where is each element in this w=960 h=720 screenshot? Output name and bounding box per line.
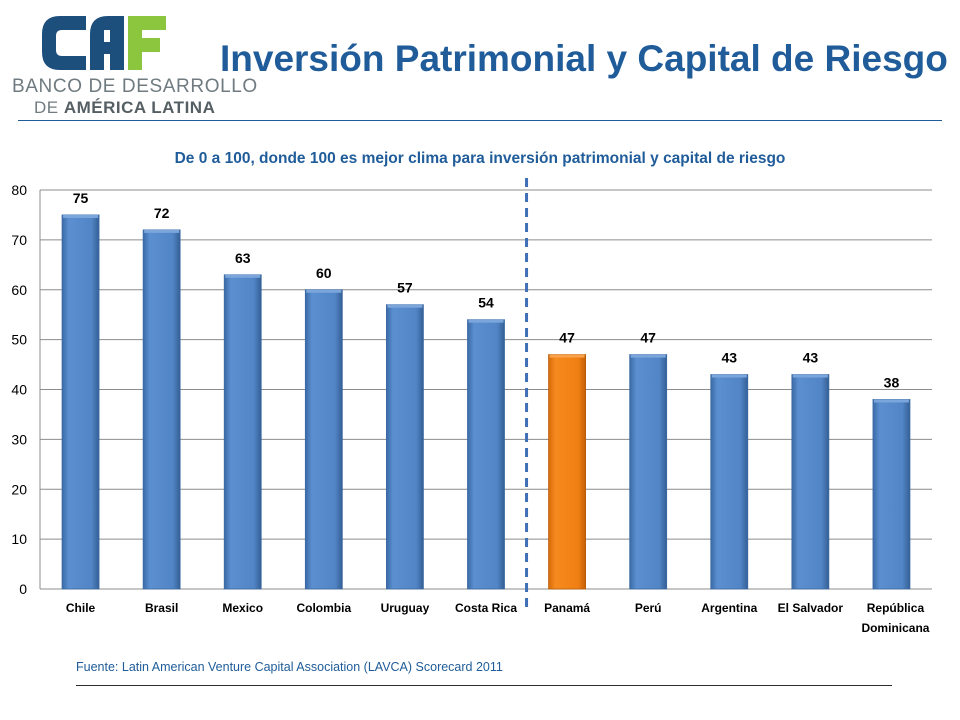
- bar-top-highlight: [468, 319, 504, 323]
- data-label: 38: [884, 374, 900, 390]
- x-tick-label: Colombia: [296, 601, 351, 615]
- data-label: 43: [803, 350, 819, 366]
- data-label: 75: [73, 190, 89, 206]
- data-label: 57: [397, 280, 413, 296]
- caf-logo: BANCO DE DESARROLLO DE AMÉRICA LATINA: [8, 8, 257, 117]
- bar: [791, 374, 830, 590]
- bar: [710, 374, 749, 590]
- bar: [872, 399, 911, 590]
- x-tick-label: Brasil: [145, 601, 178, 615]
- bar: [548, 354, 586, 590]
- bar: [61, 214, 100, 590]
- x-tick-label: República: [867, 601, 925, 615]
- data-label: 60: [316, 265, 332, 281]
- data-label: 63: [235, 250, 251, 266]
- logo-tagline-line2: DE AMÉRICA LATINA: [34, 98, 224, 118]
- data-label: 72: [154, 205, 170, 221]
- y-tick-label: 80: [11, 182, 27, 198]
- bar: [629, 354, 668, 590]
- bar-top-highlight: [873, 399, 909, 403]
- data-label: 47: [640, 330, 656, 346]
- bar: [386, 304, 424, 590]
- y-tick-label: 10: [11, 531, 27, 547]
- bar-top-highlight: [387, 304, 423, 308]
- y-tick-label: 70: [11, 232, 27, 248]
- bar: [142, 229, 181, 590]
- bar-top-highlight: [792, 374, 828, 378]
- title-divider: [18, 120, 942, 121]
- y-tick-label: 0: [19, 581, 27, 597]
- data-label: 54: [478, 295, 494, 311]
- x-tick-label: Uruguay: [381, 601, 430, 615]
- bar-top-highlight: [144, 229, 180, 233]
- y-tick-label: 30: [11, 431, 27, 447]
- y-tick-label: 60: [11, 282, 27, 298]
- chart-title: De 0 a 100, donde 100 es mejor clima par…: [174, 150, 786, 167]
- bar-top-highlight: [630, 354, 666, 358]
- x-tick-label: El Salvador: [778, 601, 844, 615]
- bar: [304, 289, 343, 590]
- source-note: Fuente: Latin American Venture Capital A…: [76, 660, 503, 674]
- x-tick-label: Costa Rica: [455, 601, 517, 615]
- bar: [467, 319, 505, 590]
- y-tick-label: 40: [11, 382, 27, 398]
- y-tick-label: 20: [11, 481, 27, 497]
- data-label: 47: [559, 330, 575, 346]
- x-tick-label: Perú: [635, 601, 662, 615]
- bar-top-highlight: [306, 289, 342, 293]
- x-tick-label: Mexico: [222, 601, 263, 615]
- bottom-divider: [76, 685, 892, 686]
- bar-top-highlight: [63, 214, 99, 218]
- bar-top-highlight: [225, 274, 261, 278]
- bar: [223, 274, 262, 590]
- bar-top-highlight: [711, 374, 747, 378]
- y-tick-label: 50: [11, 332, 27, 348]
- caf-logo-mark: [42, 16, 166, 70]
- bar-top-highlight: [549, 354, 585, 358]
- logo-tagline-line1: BANCO DE DESARROLLO: [12, 76, 258, 97]
- x-tick-label: Chile: [66, 601, 96, 615]
- x-tick-label: Panamá: [544, 601, 590, 615]
- page-title: Inversión Patrimonial y Capital de Riesg…: [220, 38, 948, 79]
- logo-tagline-bold: AMÉRICA LATINA: [63, 98, 216, 117]
- x-tick-label: Dominicana: [861, 621, 929, 635]
- data-label: 43: [721, 350, 737, 366]
- x-tick-label: Argentina: [701, 601, 757, 615]
- logo-tagline-prefix: DE: [34, 98, 59, 117]
